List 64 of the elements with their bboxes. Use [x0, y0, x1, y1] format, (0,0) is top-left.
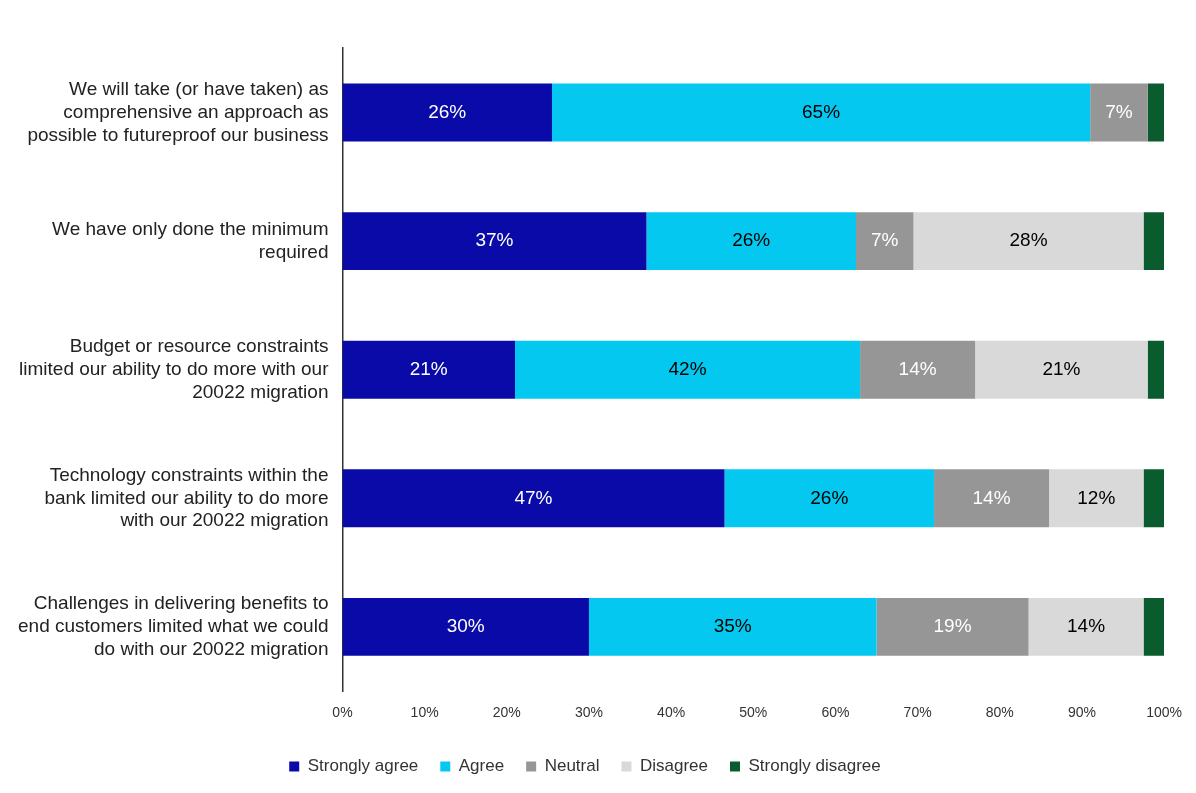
legend-label: Strongly agree [307, 756, 419, 776]
legend-label: Strongly disagree [748, 756, 881, 776]
data-label: 26% [428, 100, 467, 122]
bar [342, 469, 725, 528]
y-tick-label: Challenges in delivering benefits to end customers limited what we could do with our 20022 migration [17, 592, 329, 659]
data-label: 7% [1105, 100, 1133, 122]
bar [1147, 340, 1165, 399]
data-label: 28% [1009, 229, 1048, 251]
legend-label: Neutral [544, 756, 600, 776]
x-tick-label: 40% [657, 704, 686, 721]
y-tick-label: Budget or resource constraints limited our ability to do more with our 20022 migration [19, 335, 330, 402]
bar [1143, 597, 1165, 656]
bar [975, 340, 1148, 399]
bar [934, 469, 1050, 528]
data-label: 12% [1077, 486, 1116, 508]
x-tick-label: 60% [821, 704, 850, 721]
bar [1090, 83, 1148, 142]
x-tick-label: 10% [410, 704, 439, 721]
y-tick-label: We will take (or have taken) as comprehensive an approach as possible to futureproof our business [27, 77, 329, 145]
x-tick-label: 90% [1067, 704, 1096, 721]
bar [551, 83, 1091, 142]
data-label: 37% [475, 229, 514, 251]
y-tick-label: Technology constraints within the bank limited our ability to do more with our 20022 migration [44, 463, 329, 531]
x-tick-label: 100% [1146, 704, 1182, 721]
bar [646, 212, 856, 271]
bar [855, 212, 914, 271]
bar [342, 597, 589, 656]
bar [342, 340, 516, 399]
bar [588, 597, 877, 656]
x-tick-label: 80% [985, 704, 1014, 721]
bar [876, 597, 1029, 656]
x-tick-label: 50% [739, 704, 768, 721]
data-label: 21% [1042, 357, 1081, 379]
data-label: 26% [732, 229, 771, 251]
data-label: 7% [871, 229, 899, 251]
data-label: 21% [409, 357, 448, 379]
bar [515, 340, 861, 399]
legend-label: Agree [458, 756, 505, 776]
bar [342, 83, 552, 142]
x-tick-label: 0% [332, 704, 353, 721]
y-tick-label: We have only done the minimum required [52, 217, 329, 262]
bar [860, 340, 976, 399]
bar [1028, 597, 1144, 656]
bar [342, 212, 647, 271]
bar [913, 212, 1144, 271]
bar [1143, 212, 1165, 271]
bar [1147, 83, 1165, 142]
data-label: 14% [972, 486, 1011, 508]
data-label: 26% [810, 486, 849, 508]
x-tick-label: 70% [903, 704, 932, 721]
data-label: 14% [898, 357, 937, 379]
data-label: 14% [1067, 615, 1106, 637]
bar [1049, 469, 1144, 528]
data-label: 42% [668, 357, 707, 379]
data-label: 30% [446, 615, 485, 637]
data-label: 35% [713, 615, 752, 637]
legend-label: Disagree [639, 756, 708, 776]
data-label: 47% [514, 486, 553, 508]
x-tick-label: 30% [574, 704, 603, 721]
data-label: 19% [933, 615, 972, 637]
bar [724, 469, 935, 528]
data-label: 65% [802, 100, 841, 122]
x-tick-label: 20% [492, 704, 521, 721]
bar [1143, 469, 1165, 528]
